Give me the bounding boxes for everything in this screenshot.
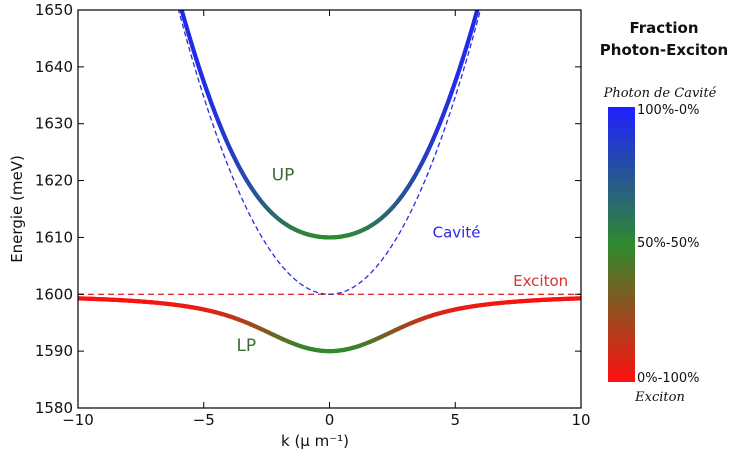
colorbar-gradient [608, 107, 635, 382]
y-tick-label: 1630 [35, 115, 73, 133]
annotation-cavit: Cavité [433, 223, 481, 241]
colorbar-bottom-label: Exciton [634, 390, 685, 405]
up-segment [180, 10, 182, 11]
annotation-lp: LP [236, 336, 256, 356]
y-tick-label: 1620 [35, 172, 73, 190]
axes: −10 −5 0 5 10 1580 1590 1600 1610 1620 1630 1640 165… [35, 1, 591, 429]
annotation-exciton: Exciton [513, 272, 568, 290]
colorbar-title-line-2: Photon-Exciton [600, 41, 728, 59]
up-segment [179, 0, 180, 4]
x-tick-label: −5 [193, 411, 215, 429]
colorbar-title-line-1: Fraction [630, 19, 699, 37]
up-branch [179, 0, 480, 240]
plot-frame [77, 9, 582, 409]
y-tick-label: 1640 [35, 58, 73, 76]
lp-branch [78, 296, 581, 354]
x-tick-label: −10 [62, 411, 94, 429]
y-tick-label: 1580 [35, 399, 73, 417]
y-tick-label: 1600 [35, 285, 73, 303]
x-tick-label: 0 [325, 411, 335, 429]
up-segment [479, 0, 480, 4]
y-tick-label: 1610 [35, 228, 73, 246]
colorbar-tick-bottom: 0%-100% [637, 371, 699, 386]
annotation-up: UP [272, 166, 295, 186]
y-tick-label: 1650 [35, 1, 73, 19]
colorbar-top-label: Photon de Cavité [603, 86, 717, 101]
colorbar-legend: Fraction Photon-Exciton Photon de Cavité… [600, 19, 728, 405]
colorbar-tick-mid: 50%-50% [637, 236, 699, 251]
curve-labels: UP LP Cavité Exciton [236, 166, 568, 357]
x-axis-title: k (μ m⁻¹) [281, 432, 349, 450]
y-tick-label: 1590 [35, 342, 73, 360]
x-tick-label: 5 [450, 411, 460, 429]
colorbar-tick-top: 100%-0% [637, 103, 699, 118]
plot-area [78, 0, 581, 354]
x-tick-label: 10 [571, 411, 590, 429]
y-axis-title: Energie (meV) [8, 155, 26, 263]
up-segment [477, 10, 479, 11]
cavity-dashed-curve [177, 10, 482, 295]
